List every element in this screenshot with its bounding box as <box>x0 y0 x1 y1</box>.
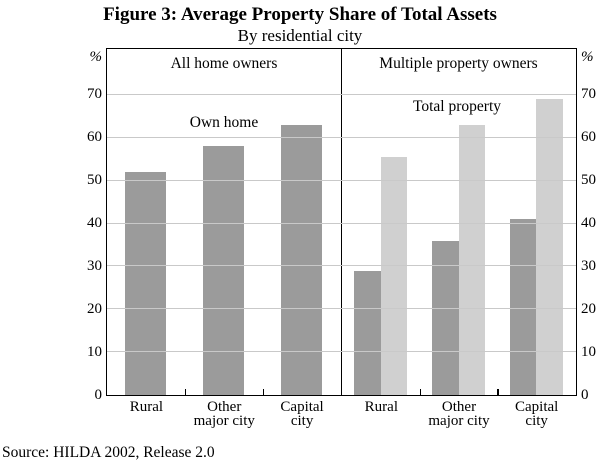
category-label-right-capital-city: Capital city <box>514 399 559 429</box>
bar-left-capital-city-own-home <box>281 124 323 395</box>
x-axis-tick <box>419 389 422 395</box>
y-axis-unit-right: % <box>581 49 594 65</box>
y-tick-label-left-60: 60 <box>87 129 102 146</box>
source-note: Source: HILDA 2002, Release 2.0 <box>2 444 215 461</box>
y-tick-label-left-20: 20 <box>87 300 102 317</box>
panel-header-left: All home owners <box>170 55 278 72</box>
annotation-total-property: Total property <box>412 98 501 115</box>
figure-title: Figure 3: Average Property Share of Tota… <box>103 4 497 25</box>
y-tick-label-left-70: 70 <box>87 86 102 103</box>
gridline-70 <box>107 93 576 95</box>
bar-right-capital-city-total-property <box>536 99 563 395</box>
category-label-right-other-major-city: Other major city <box>428 399 490 429</box>
bar-left-rural-own-home <box>125 172 167 395</box>
y-tick-label-left-10: 10 <box>87 343 102 360</box>
bar-right-other-major-city-total-property <box>458 124 485 395</box>
y-tick-label-right-60: 60 <box>581 129 596 146</box>
bar-right-rural-total-property <box>380 157 408 395</box>
y-tick-label-right-10: 10 <box>581 343 596 360</box>
y-tick-label-right-0: 0 <box>581 386 589 403</box>
gridline-30 <box>107 265 576 267</box>
gridline-40 <box>107 222 576 224</box>
y-tick-label-left-40: 40 <box>87 215 102 232</box>
y-tick-label-left-0: 0 <box>94 386 103 403</box>
panel-header-right: Multiple property owners <box>379 55 538 72</box>
bar-left-other-major-city-own-home <box>203 146 245 395</box>
gridline-50 <box>107 179 576 181</box>
x-axis-tick <box>497 389 499 395</box>
plot-area: All home owners Multiple property owners… <box>106 48 577 396</box>
y-tick-label-right-20: 20 <box>581 300 596 317</box>
figure-subtitle: By residential city <box>237 26 363 45</box>
category-label-right-rural: Rural <box>364 399 398 415</box>
bar-right-rural-own-home <box>354 270 381 395</box>
x-axis-tick <box>262 389 265 395</box>
bar-right-capital-city-own-home <box>509 219 537 395</box>
category-label-left-rural: Rural <box>129 399 164 415</box>
y-tick-label-left-50: 50 <box>87 172 102 189</box>
y-tick-label-right-30: 30 <box>581 257 596 274</box>
x-axis-tick <box>184 389 187 395</box>
y-tick-label-right-70: 70 <box>581 86 596 103</box>
y-axis-unit-left: % <box>89 49 103 65</box>
panel-divider <box>340 49 342 395</box>
y-tick-label-right-50: 50 <box>581 172 596 189</box>
bar-right-other-major-city-own-home <box>432 240 459 395</box>
category-label-left-other-major-city: Other major city <box>193 399 255 429</box>
gridline-20 <box>107 308 576 310</box>
y-tick-label-left-30: 30 <box>87 257 102 274</box>
gridline-60 <box>107 136 576 138</box>
y-tick-label-right-40: 40 <box>581 215 596 232</box>
gridline-10 <box>107 351 576 353</box>
annotation-own-home: Own home <box>189 114 259 131</box>
category-label-left-capital-city: Capital city <box>280 399 324 429</box>
